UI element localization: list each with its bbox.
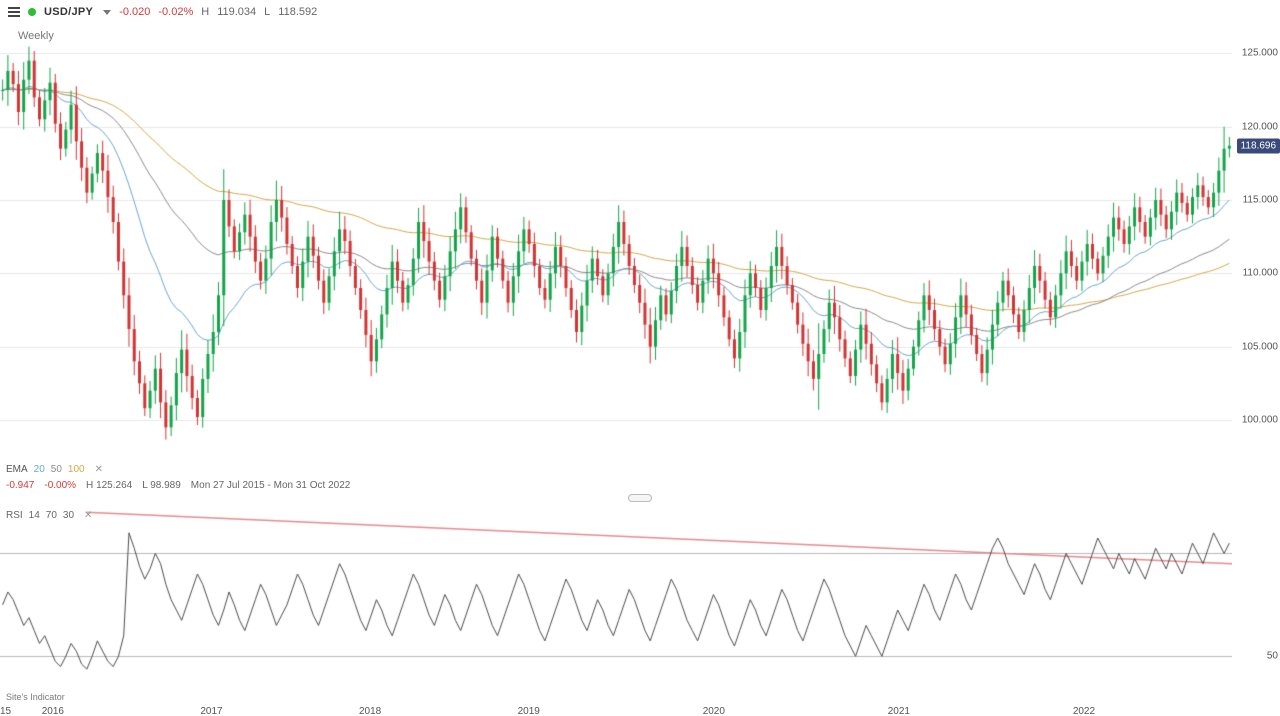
rsi-param: 30	[63, 510, 74, 521]
price-ytick: 120.000	[1242, 121, 1278, 132]
low-label: L	[264, 6, 270, 18]
chart-footer: Site's Indicator 2015 2016 2017 2018 2019 202…	[0, 682, 1280, 716]
timeframe-label: Weekly	[18, 30, 54, 42]
chevron-down-icon[interactable]	[103, 10, 111, 15]
high-label: H	[201, 6, 209, 18]
ema-period: 20	[34, 464, 45, 475]
rsi-label: RSI	[6, 510, 23, 521]
price-chart-panel[interactable]: Weekly 125.000 120.000 115.000 110.000 105.0…	[0, 24, 1280, 464]
rsi-panel[interactable]: RSI 14 70 30 ✕ 50	[0, 502, 1280, 682]
indicator-link[interactable]: Site's Indicator	[6, 692, 65, 702]
symbol-label[interactable]: USD/JPY	[44, 6, 93, 18]
change-value: -0.020	[119, 6, 150, 18]
time-axis-tick: 2015	[0, 706, 11, 716]
price-chart-canvas[interactable]	[0, 24, 1232, 464]
time-axis: 2015 2016 2017 2018 2019 2020 2021 2022	[0, 706, 1232, 716]
ema-high-label: H	[86, 480, 93, 491]
price-ytick: 125.000	[1242, 48, 1278, 59]
high-value: 119.034	[217, 6, 256, 18]
hamburger-icon[interactable]	[8, 7, 20, 17]
time-axis-tick: 2021	[888, 706, 910, 716]
ema-change-pct: -0.00%	[44, 480, 76, 491]
ema-label: EMA	[6, 464, 28, 475]
chart-root: USD/JPY -0.020 -0.02% H 119.034 L 118.59…	[0, 0, 1280, 716]
close-icon[interactable]: ✕	[84, 510, 92, 521]
ema-period: 100	[68, 464, 85, 475]
ema-period: 50	[51, 464, 62, 475]
time-axis-tick: 2018	[359, 706, 381, 716]
time-axis-tick: 2017	[200, 706, 222, 716]
change-pct-value: -0.02%	[158, 6, 193, 18]
ema-high-value: 125.264	[96, 480, 132, 491]
current-price-tag: 118.696	[1237, 138, 1280, 153]
ema-change: -0.947	[6, 480, 34, 491]
panel-collapse-handle[interactable]	[628, 494, 652, 502]
time-axis-tick: 2022	[1073, 706, 1095, 716]
ema-header: EMA 20 50 100 ✕	[6, 464, 103, 475]
close-icon[interactable]: ✕	[95, 464, 103, 475]
rsi-canvas[interactable]	[0, 502, 1232, 682]
time-axis-tick: 2016	[42, 706, 64, 716]
rsi-ytick: 50	[1267, 651, 1278, 662]
time-axis-tick: 2019	[518, 706, 540, 716]
price-ytick: 105.000	[1242, 341, 1278, 352]
price-ytick: 100.000	[1242, 415, 1278, 426]
price-ytick: 115.000	[1243, 195, 1278, 206]
ema-date-range: Mon 27 Jul 2015 - Mon 31 Oct 2022	[191, 480, 351, 491]
low-value: 118.592	[278, 6, 317, 18]
time-axis-tick: 2020	[703, 706, 725, 716]
ema-info-strip: EMA 20 50 100 ✕ -0.947 -0.00% H 125.264 L 9…	[0, 464, 1280, 500]
ema-low-value: 98.989	[150, 480, 181, 491]
rsi-header: RSI 14 70 30 ✕	[6, 510, 92, 521]
price-ytick: 110.000	[1243, 268, 1278, 279]
top-bar: USD/JPY -0.020 -0.02% H 119.034 L 118.59…	[0, 0, 1280, 24]
rsi-param: 14	[29, 510, 40, 521]
ema-stats: -0.947 -0.00% H 125.264 L 98.989 Mon 27 …	[6, 480, 350, 491]
rsi-param: 70	[46, 510, 57, 521]
status-dot-icon	[28, 8, 36, 16]
ema-low-label: L	[142, 480, 147, 491]
price-y-axis: 125.000 120.000 115.000 110.000 105.000 100.0…	[1232, 24, 1280, 464]
